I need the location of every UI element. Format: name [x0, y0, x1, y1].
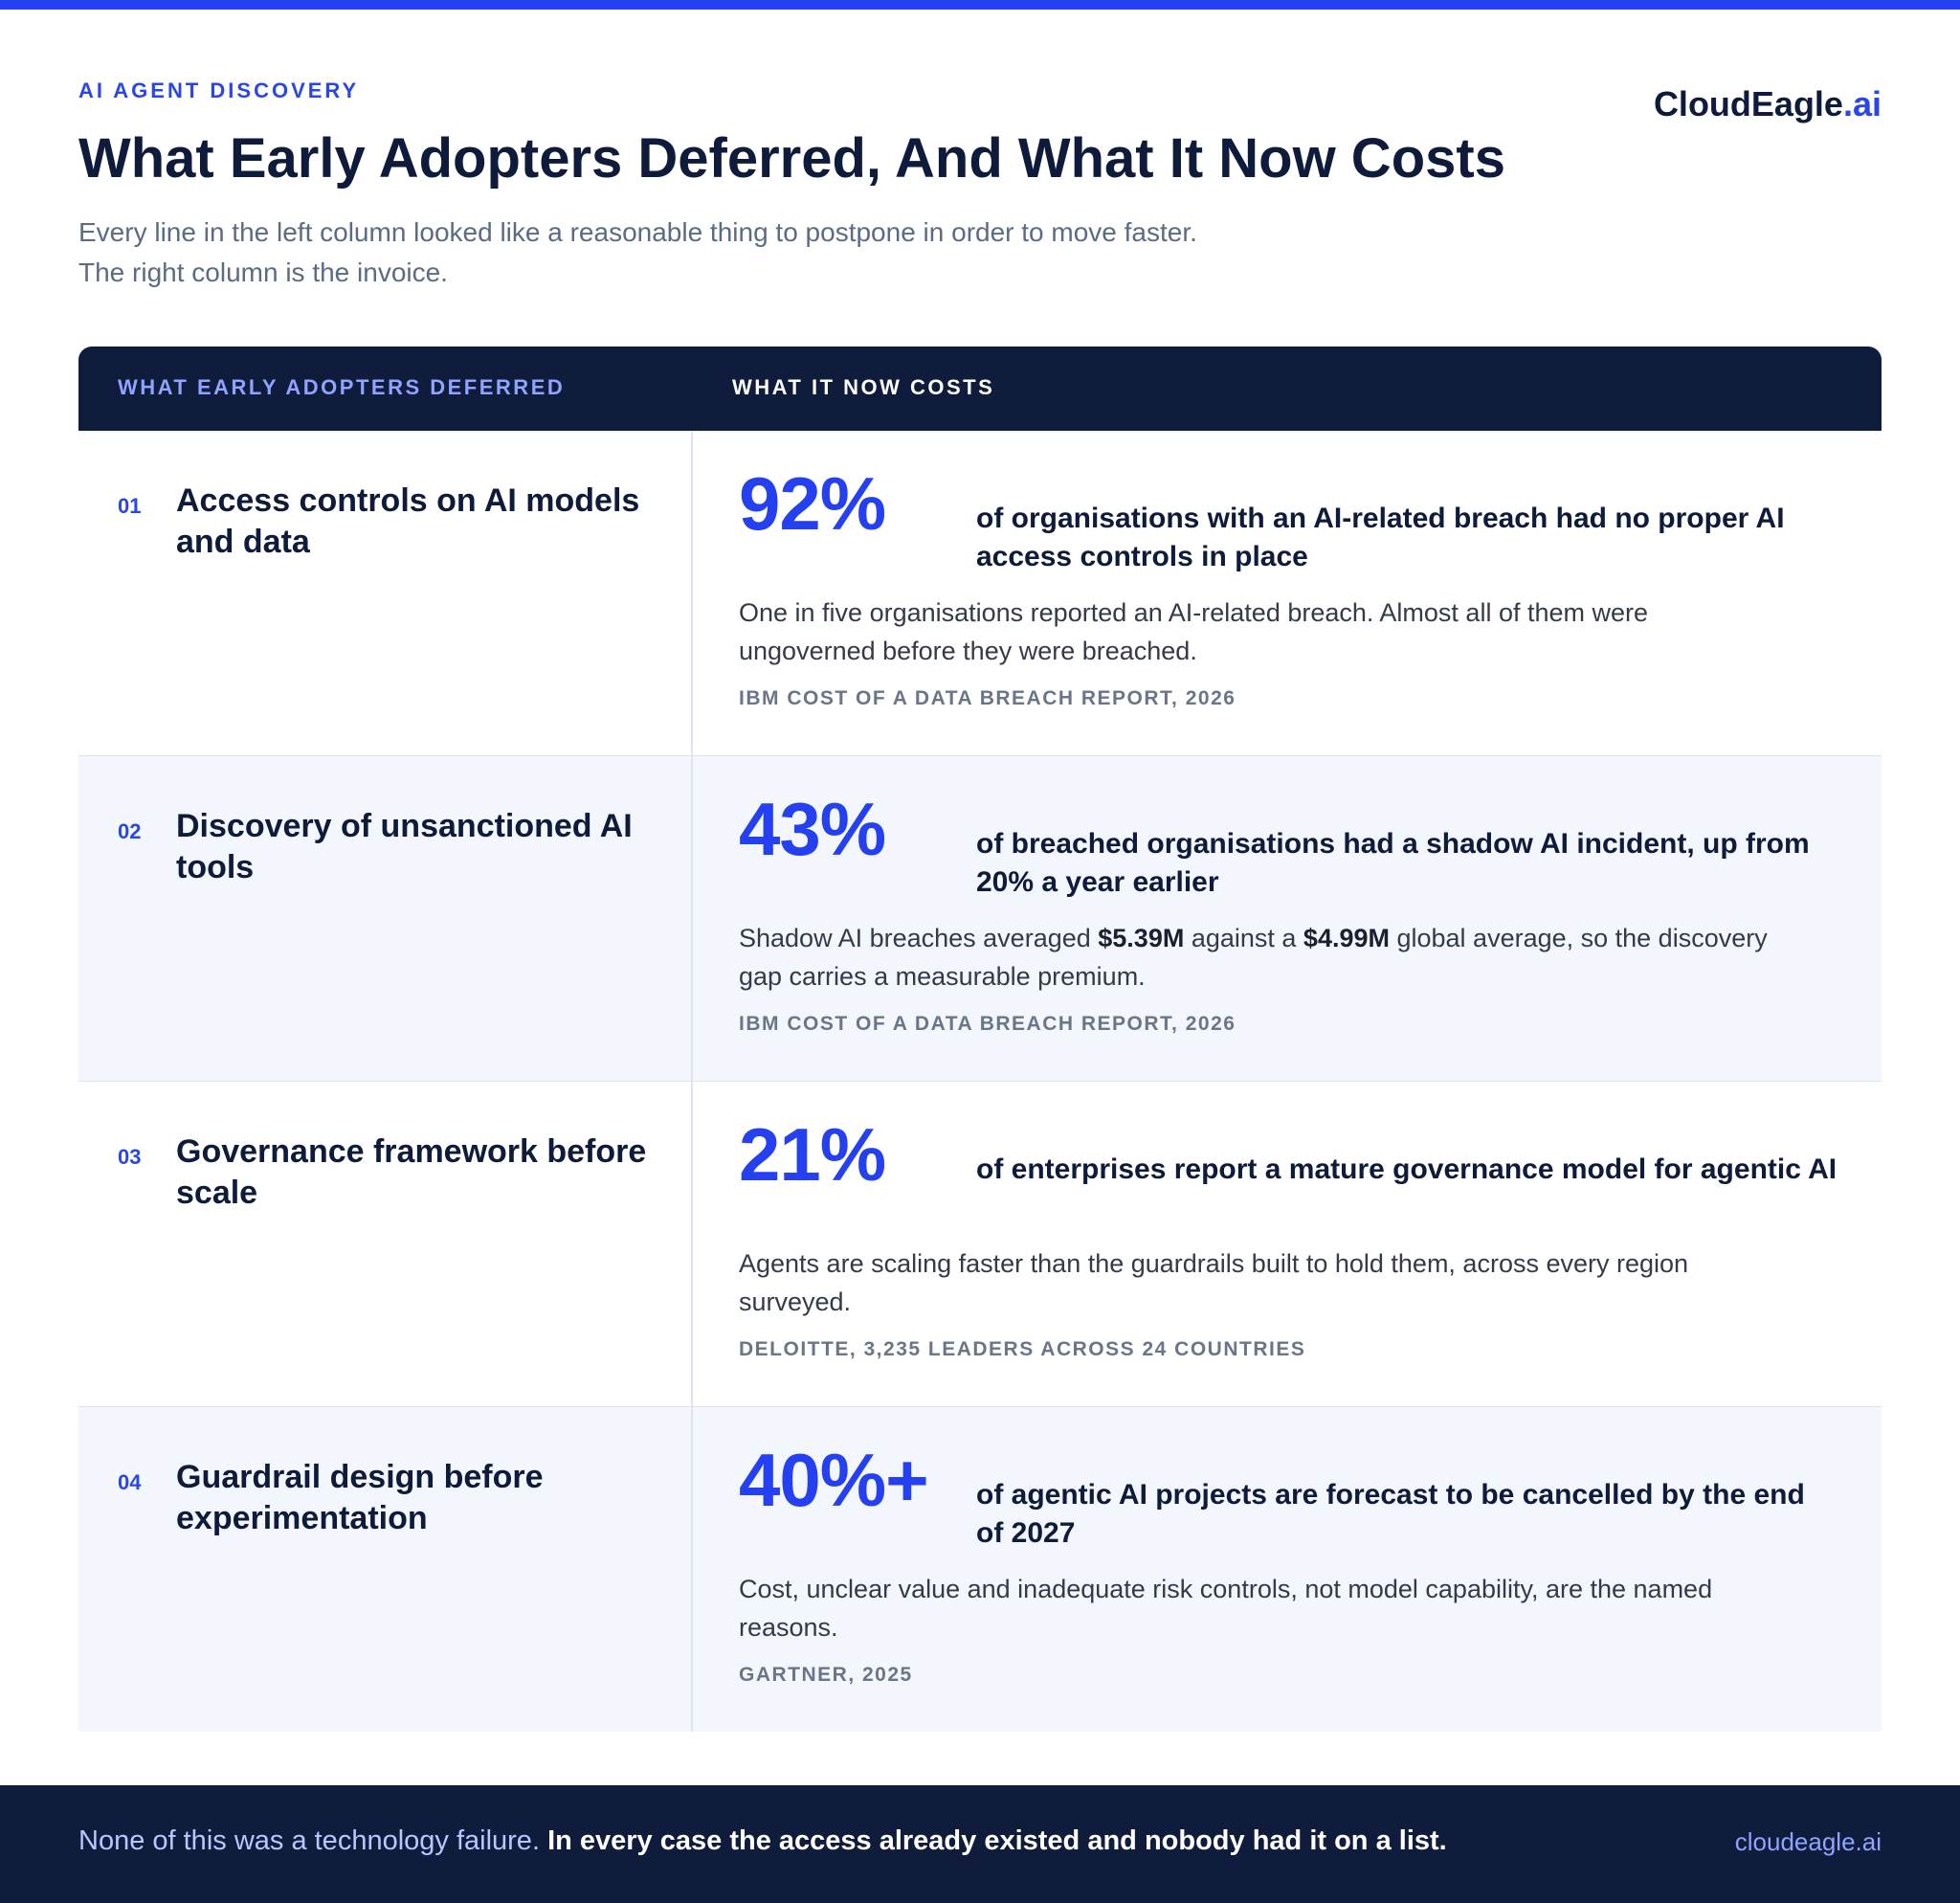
column-header-costs: WHAT IT NOW COSTS — [732, 375, 995, 399]
stat-detail: Cost, unclear value and inadequate risk … — [739, 1575, 1713, 1642]
brand-name: CloudEagle — [1653, 84, 1843, 123]
column-divider — [691, 756, 693, 1081]
footer-lead: None of this was a technology failure. — [78, 1825, 548, 1856]
brand-suffix: .ai — [1842, 84, 1882, 123]
stat-headline: of organisations with an AI-related brea… — [976, 503, 1785, 572]
table-row: 04 Guardrail design before experimentati… — [78, 1407, 1882, 1732]
eyebrow-label: AI AGENT DISCOVERY — [78, 78, 360, 102]
row-number: 03 — [118, 1145, 142, 1169]
stat-source: GARTNER, 2025 — [739, 1664, 913, 1686]
footer-message: None of this was a technology failure. I… — [78, 1825, 1447, 1857]
stat-value: 92% — [739, 461, 886, 546]
global-average-cost: $4.99M — [1303, 924, 1390, 952]
footer-url-link[interactable]: cloudeagle.ai — [1734, 1827, 1882, 1856]
table-row: 02 Discovery of unsanctioned AI tools 43… — [78, 756, 1882, 1082]
subtitle-line-1: Every line in the left column looked lik… — [78, 217, 1197, 247]
comparison-table: WHAT EARLY ADOPTERS DEFERRED WHAT IT NOW… — [78, 347, 1882, 1732]
stat-value: 21% — [739, 1112, 886, 1197]
deferred-item: Guardrail design before experimentation — [176, 1459, 544, 1536]
deferred-item: Discovery of unsanctioned AI tools — [176, 808, 633, 885]
stat-headline: of enterprises report a mature governanc… — [976, 1153, 1838, 1185]
footer-banner: None of this was a technology failure. I… — [0, 1785, 1960, 1903]
stat-source: IBM COST OF A DATA BREACH REPORT, 2026 — [739, 687, 1236, 709]
table-header: WHAT EARLY ADOPTERS DEFERRED WHAT IT NOW… — [78, 347, 1882, 431]
stat-detail: Agents are scaling faster than the guard… — [739, 1249, 1689, 1316]
row-number: 01 — [118, 494, 142, 518]
row-number: 02 — [118, 819, 142, 843]
footer-emphasis: In every case the access already existed… — [547, 1825, 1447, 1856]
subtitle-line-2: The right column is the invoice. — [78, 257, 448, 287]
row-number: 04 — [118, 1470, 142, 1494]
top-accent-bar — [0, 0, 1960, 10]
column-divider — [691, 1082, 693, 1406]
page-subtitle: Every line in the left column looked lik… — [78, 213, 1514, 293]
stat-detail: Shadow AI breaches averaged $5.39M again… — [739, 919, 1792, 996]
stat-source: DELOITTE, 3,235 LEADERS ACROSS 24 COUNTR… — [739, 1338, 1306, 1360]
stat-headline: of agentic AI projects are forecast to b… — [976, 1479, 1805, 1549]
table-row: 01 Access controls on AI models and data… — [78, 431, 1882, 756]
deferred-item: Governance framework before scale — [176, 1133, 647, 1211]
stat-source: IBM COST OF A DATA BREACH REPORT, 2026 — [739, 1013, 1236, 1035]
deferred-item: Access controls on AI models and data — [176, 482, 640, 560]
detail-text: global average, so the discovery gap car… — [739, 924, 1768, 991]
shadow-ai-cost: $5.39M — [1098, 924, 1185, 952]
column-header-deferred: WHAT EARLY ADOPTERS DEFERRED — [118, 375, 566, 399]
stat-headline: of breached organisations had a shadow A… — [976, 828, 1810, 898]
detail-text: Shadow AI breaches averaged — [739, 924, 1099, 952]
stat-detail: One in five organisations reported an AI… — [739, 598, 1649, 665]
stat-value: 43% — [739, 787, 886, 871]
column-divider — [691, 431, 693, 755]
detail-text: against a — [1184, 924, 1303, 952]
column-divider — [691, 1407, 693, 1732]
stat-value: 40%+ — [739, 1438, 929, 1522]
brand-logo: CloudEagle.ai — [1654, 84, 1882, 124]
page-title: What Early Adopters Deferred, And What I… — [78, 127, 1505, 190]
table-row: 03 Governance framework before scale 21%… — [78, 1082, 1882, 1407]
